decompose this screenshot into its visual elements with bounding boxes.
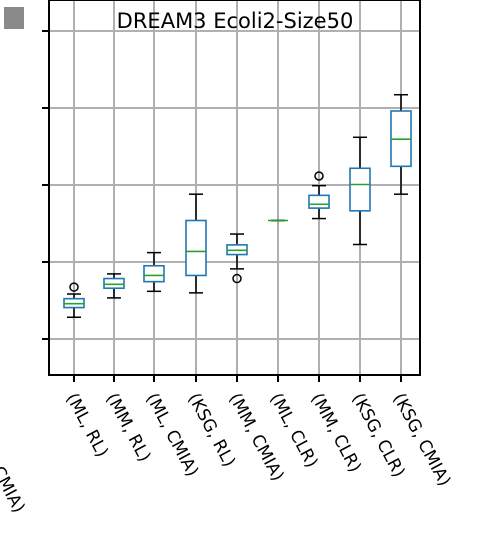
box-4 bbox=[226, 233, 248, 284]
chart-title: DREAM3 Ecoli2-Size50 bbox=[117, 9, 354, 33]
flier-0-0 bbox=[69, 282, 79, 292]
box-2 bbox=[143, 251, 165, 293]
box-1 bbox=[103, 273, 125, 299]
left-clipped-label: CMIA) bbox=[0, 463, 29, 516]
box-body-2 bbox=[143, 264, 165, 283]
box-body-6 bbox=[308, 194, 330, 209]
box-0 bbox=[63, 282, 85, 318]
box-6 bbox=[308, 171, 330, 220]
flier-4-0 bbox=[232, 273, 242, 284]
box-3 bbox=[185, 193, 207, 294]
box-body-3 bbox=[185, 219, 207, 277]
y-ticks bbox=[42, 30, 49, 340]
box-8 bbox=[390, 93, 412, 195]
x-ticks: (ML, RL)(MM, RL)(ML, CMIA)(KSG, RL)(MM, … bbox=[62, 375, 454, 490]
box-body-7 bbox=[349, 167, 371, 212]
flier-6-0 bbox=[314, 171, 324, 181]
plot-frame bbox=[48, 0, 421, 376]
box-7 bbox=[349, 136, 371, 246]
boxes bbox=[63, 93, 412, 318]
corner-square bbox=[4, 7, 24, 29]
box-body-1 bbox=[103, 277, 125, 290]
